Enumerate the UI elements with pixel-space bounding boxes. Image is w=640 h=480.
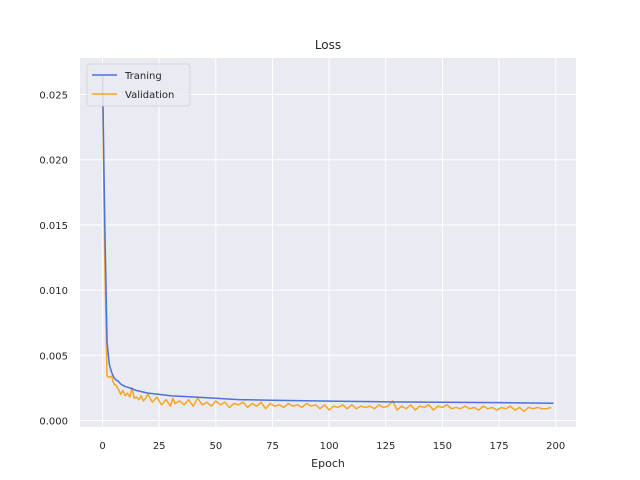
legend: Traning Validation bbox=[86, 63, 191, 107]
plot-background bbox=[80, 58, 576, 427]
y-tick-label: 0.015 bbox=[39, 221, 68, 232]
x-tick-label: 150 bbox=[433, 441, 452, 452]
grid-lines bbox=[80, 58, 576, 427]
x-tick-label: 175 bbox=[490, 441, 509, 452]
legend-label-training: Traning bbox=[124, 71, 162, 82]
series-line-validation bbox=[101, 87, 552, 413]
x-tick-labels: 0 25 50 75 100 125 150 175 200 bbox=[99, 441, 565, 452]
series-lines bbox=[101, 74, 554, 413]
y-tick-label: 0.000 bbox=[39, 416, 68, 427]
x-tick-label: 200 bbox=[546, 441, 565, 452]
y-tick-label: 0.020 bbox=[39, 156, 68, 167]
x-tick-label: 75 bbox=[266, 441, 279, 452]
x-tick-label: 50 bbox=[209, 441, 222, 452]
y-tick-label: 0.025 bbox=[39, 91, 68, 102]
x-tick-label: 100 bbox=[320, 441, 339, 452]
series-line-training bbox=[101, 74, 554, 405]
y-tick-labels: 0.000 0.005 0.010 0.015 0.020 0.025 bbox=[39, 91, 68, 428]
legend-label-validation: Validation bbox=[125, 90, 174, 101]
y-tick-label: 0.010 bbox=[39, 286, 68, 297]
x-tick-label: 25 bbox=[153, 441, 166, 452]
x-axis-title: Epoch bbox=[311, 457, 345, 470]
chart-title: Loss bbox=[315, 38, 341, 52]
x-tick-label: 125 bbox=[376, 441, 395, 452]
x-tick-label: 0 bbox=[99, 441, 105, 452]
y-tick-label: 0.005 bbox=[39, 351, 68, 362]
